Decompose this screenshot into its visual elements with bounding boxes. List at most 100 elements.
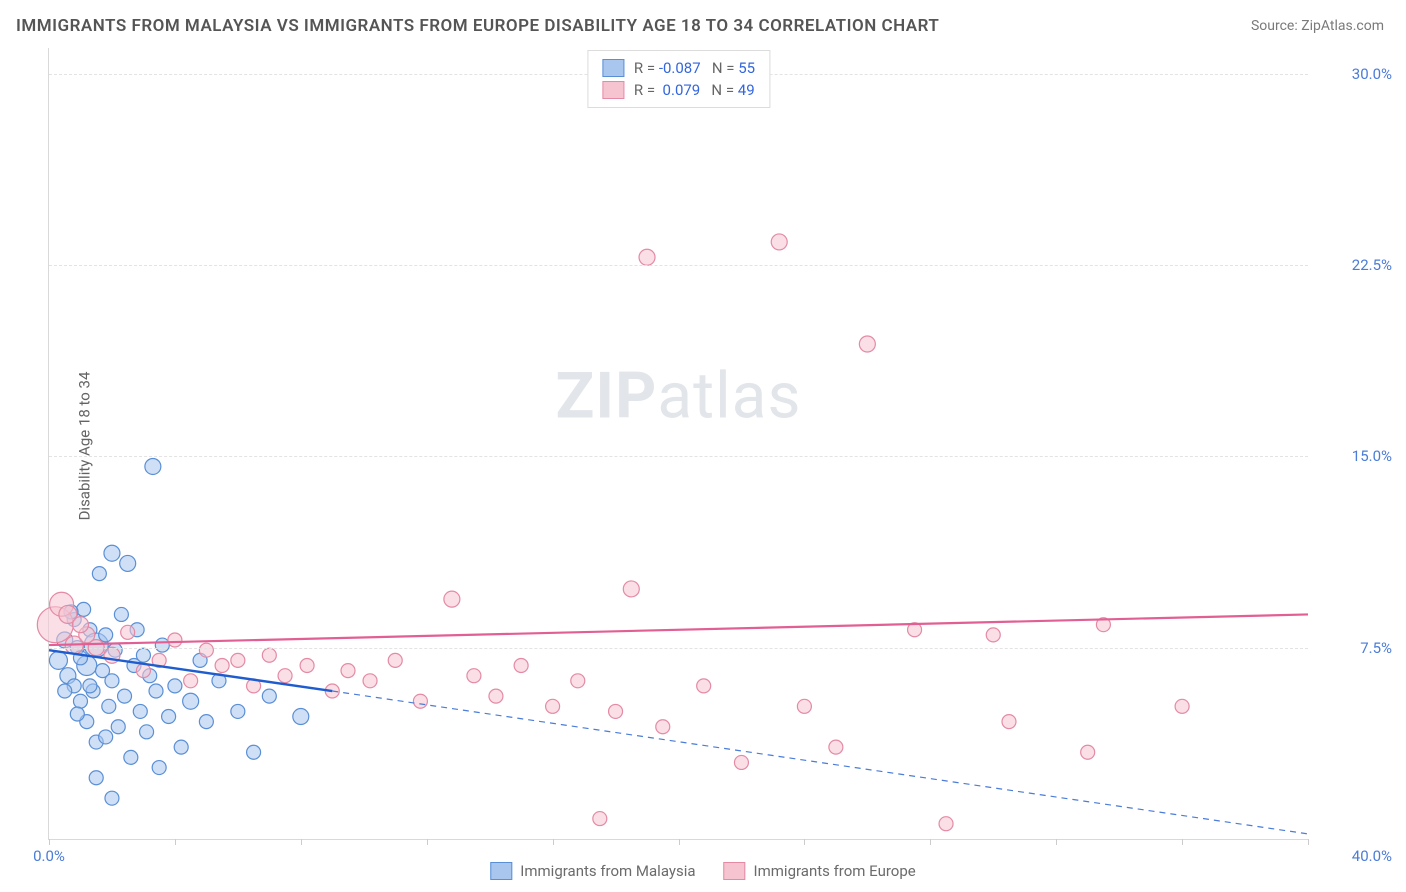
scatter-point (829, 740, 843, 754)
n-label: N = (701, 59, 739, 77)
x-tick (175, 839, 176, 845)
scatter-point (72, 617, 88, 633)
scatter-point (114, 607, 128, 621)
scatter-point (609, 704, 623, 718)
legend-swatch-malaysia (490, 862, 512, 880)
source-attribution: Source: ZipAtlas.com (1251, 18, 1384, 34)
scatter-point (89, 771, 103, 785)
scatter-point (546, 699, 560, 713)
scatter-point (152, 761, 166, 775)
x-tick (301, 839, 302, 845)
legend-item-malaysia: Immigrants from Malaysia (490, 862, 695, 880)
legend-item-europe: Immigrants from Europe (724, 862, 916, 880)
gridline (49, 456, 1308, 457)
x-tick (427, 839, 428, 845)
scatter-point (444, 591, 460, 607)
scatter-point (99, 628, 113, 642)
scatter-point (92, 567, 106, 581)
correlation-legend-row: R = -0.087 N = 55 (602, 57, 755, 79)
scatter-point (771, 234, 787, 250)
scatter-point (278, 669, 292, 683)
scatter-point (623, 581, 639, 597)
scatter-point (58, 684, 72, 698)
y-tick-label: 22.5% (1352, 256, 1392, 274)
scatter-point (388, 653, 402, 667)
scatter-point (120, 555, 136, 571)
scatter-point (174, 740, 188, 754)
x-tick (804, 839, 805, 845)
scatter-point (1002, 715, 1016, 729)
scatter-point (105, 674, 119, 688)
r-value: -0.087 (659, 59, 701, 77)
scatter-point (593, 812, 607, 826)
gridline (49, 648, 1308, 649)
scatter-point (571, 674, 585, 688)
series-legend: Immigrants from Malaysia Immigrants from… (490, 862, 915, 880)
correlation-legend: R = -0.087 N = 55 R = 0.079 N = 49 (587, 50, 770, 108)
legend-swatch-europe (724, 862, 746, 880)
scatter-point (49, 651, 67, 669)
scatter-point (102, 699, 116, 713)
scatter-point (149, 684, 163, 698)
scatter-point (136, 648, 150, 662)
n-label: N = (700, 81, 738, 99)
r-value: 0.079 (659, 81, 700, 99)
scatter-point (797, 699, 811, 713)
y-tick-label: 7.5% (1360, 639, 1392, 657)
correlation-legend-row: R = 0.079 N = 49 (602, 79, 755, 101)
scatter-point (99, 730, 113, 744)
scatter-point (145, 458, 161, 474)
x-tick (1056, 839, 1057, 845)
scatter-point (215, 658, 229, 672)
legend-label: Immigrants from Europe (754, 862, 916, 880)
scatter-point (111, 720, 125, 734)
scatter-point (939, 817, 953, 831)
scatter-point (262, 689, 276, 703)
legend-swatch-malaysia (602, 59, 624, 77)
scatter-point (121, 625, 135, 639)
x-tick (1308, 839, 1309, 845)
scatter-point (293, 709, 309, 725)
scatter-point (1081, 745, 1095, 759)
chart-svg (49, 48, 1308, 839)
scatter-point (363, 674, 377, 688)
scatter-point (77, 602, 91, 616)
x-tick (1182, 839, 1183, 845)
x-tick-label: 40.0% (1352, 847, 1392, 865)
scatter-point (162, 710, 176, 724)
scatter-point (247, 745, 261, 759)
chart-title: IMMIGRANTS FROM MALAYSIA VS IMMIGRANTS F… (16, 16, 939, 36)
y-tick-label: 30.0% (1352, 65, 1392, 83)
scatter-point (104, 545, 120, 561)
n-value: 49 (738, 81, 755, 99)
scatter-point (859, 336, 875, 352)
gridline (49, 265, 1308, 266)
scatter-point (986, 628, 1000, 642)
scatter-point (168, 633, 182, 647)
y-tick-label: 15.0% (1352, 447, 1392, 465)
scatter-point (83, 679, 97, 693)
scatter-point (184, 674, 198, 688)
n-value: 55 (738, 59, 755, 77)
scatter-point (105, 791, 119, 805)
x-tick (679, 839, 680, 845)
scatter-point (133, 704, 147, 718)
scatter-point (1175, 699, 1189, 713)
x-tick (49, 839, 50, 845)
r-label: R = (634, 59, 659, 77)
scatter-point (118, 689, 132, 703)
scatter-point (124, 750, 138, 764)
scatter-point (199, 715, 213, 729)
scatter-point (489, 689, 503, 703)
scatter-point (168, 679, 182, 693)
scatter-point (199, 643, 213, 657)
scatter-point (183, 693, 199, 709)
scatter-point (155, 638, 169, 652)
scatter-point (514, 658, 528, 672)
scatter-point (300, 658, 314, 672)
scatter-point (639, 249, 655, 265)
x-tick (930, 839, 931, 845)
legend-label: Immigrants from Malaysia (520, 862, 695, 880)
scatter-point (70, 707, 84, 721)
scatter-point (656, 720, 670, 734)
